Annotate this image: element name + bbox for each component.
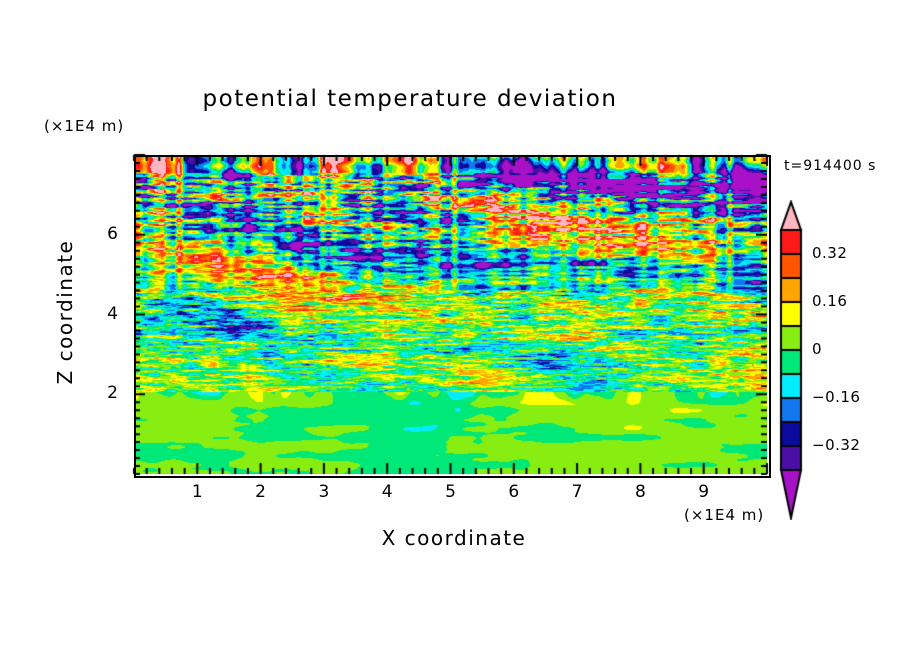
timestamp-annotation: t=914400 s (784, 158, 877, 174)
x-tick-label: 5 (445, 482, 456, 502)
x-tick-label: 4 (381, 482, 393, 502)
x-axis-title: X coordinate (381, 526, 527, 550)
colorbar-tick-label: −0.16 (812, 388, 861, 406)
x-tick-label: 2 (255, 482, 266, 502)
y-axis-unit-label: (×1E4 m) (44, 117, 125, 135)
colorbar-tick-label: 0.16 (812, 292, 848, 310)
x-tick-label: 8 (634, 482, 646, 502)
x-tick-label: 7 (571, 482, 583, 502)
x-tick-label: 3 (318, 482, 330, 502)
colorbar-tick-label: −0.32 (812, 436, 861, 454)
colorbar-tick-label: 0 (812, 340, 823, 358)
y-tick-label: 2 (107, 383, 118, 404)
x-tick-label: 1 (191, 482, 203, 502)
y-tick-label: 4 (107, 303, 118, 324)
page-title: potential temperature deviation (202, 86, 618, 112)
colorbar-tick-label: 0.32 (812, 244, 848, 262)
x-tick-label: 9 (698, 482, 710, 502)
y-tick-label: 6 (107, 223, 118, 244)
x-tick-label: 6 (508, 482, 520, 502)
colorbar (778, 200, 804, 520)
axis-ticks (110, 140, 800, 500)
x-axis-unit-label: (×1E4 m) (684, 506, 765, 524)
y-axis-title: Z coordinate (53, 239, 77, 385)
